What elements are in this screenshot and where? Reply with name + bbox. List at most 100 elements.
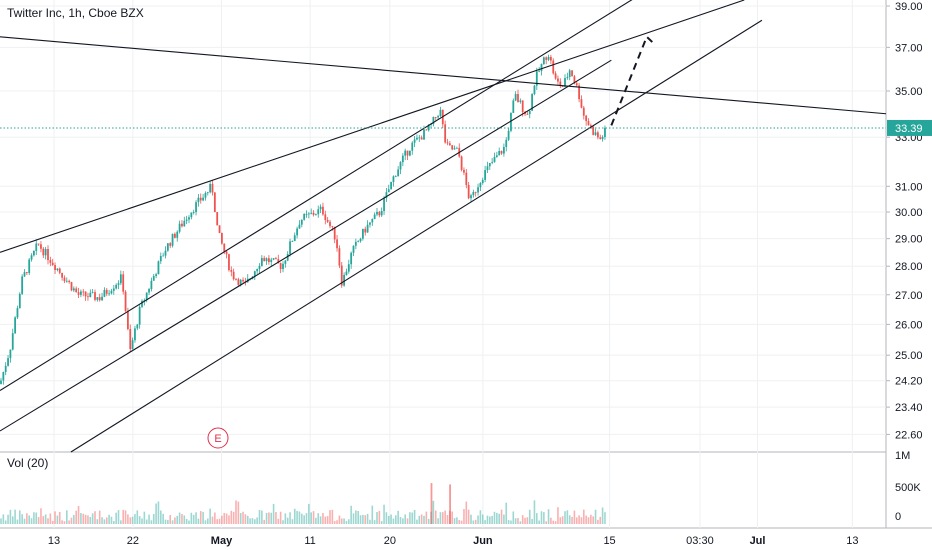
trend-line	[70, 19, 763, 453]
candle-body	[96, 297, 99, 300]
candle-body	[425, 129, 428, 131]
candle-body	[528, 110, 531, 115]
volume-bar	[319, 516, 322, 524]
y-tick-label: 30.00	[895, 207, 923, 219]
candle-body	[503, 146, 505, 154]
volume-bar	[169, 515, 171, 524]
x-tick-label: Jul	[750, 535, 766, 547]
candle-body	[406, 150, 409, 156]
candle-body	[138, 306, 141, 325]
volume-bar	[411, 512, 414, 524]
candle-body	[150, 280, 153, 290]
volume-bar	[197, 518, 200, 524]
candle-body	[58, 268, 61, 273]
candle-body	[465, 172, 468, 186]
volume-bar	[148, 514, 150, 524]
candle-body	[61, 272, 63, 278]
volume-bar	[73, 514, 75, 524]
volume-bar	[289, 512, 291, 524]
y-tick-label: 25.00	[895, 350, 923, 362]
candle-body	[0, 380, 2, 384]
volume-bar	[221, 515, 223, 524]
volume-spike	[449, 484, 451, 524]
candle-body	[127, 311, 129, 330]
candle-body	[380, 210, 383, 216]
volume-bar	[296, 510, 298, 524]
volume-bar	[84, 514, 87, 524]
volume-bar	[369, 519, 371, 524]
candle-body	[343, 274, 345, 286]
y-tick-label: 27.00	[895, 290, 923, 302]
candle-body	[275, 258, 277, 260]
volume-bar	[7, 514, 9, 524]
volume-bar	[80, 513, 82, 524]
volume-bar	[317, 513, 320, 524]
volume-bar	[427, 518, 430, 524]
candle-body	[486, 166, 489, 171]
volume-bar	[265, 512, 268, 524]
volume-tick-label: 1M	[895, 450, 910, 462]
candle-body	[178, 223, 181, 232]
candle-body	[571, 70, 573, 77]
volume-bar	[195, 512, 197, 524]
volume-bar	[14, 509, 16, 524]
candle-body	[152, 276, 155, 281]
candle-body	[63, 277, 66, 282]
volume-bar	[432, 500, 435, 524]
candle-body	[319, 206, 322, 210]
candle-body	[296, 228, 298, 236]
volume-bar	[547, 509, 550, 524]
volume-bar	[70, 517, 73, 524]
volume-bar	[465, 501, 468, 524]
volume-bar	[566, 510, 569, 524]
candle-body	[399, 162, 402, 170]
volume-bar	[406, 518, 409, 524]
volume-bar	[275, 512, 277, 524]
candle-body	[575, 83, 578, 86]
candle-body	[453, 148, 456, 150]
volume-bar	[580, 517, 583, 524]
candle-body	[362, 228, 364, 239]
volume-bar	[277, 518, 280, 524]
volume-bar	[554, 521, 557, 524]
volume-bar	[40, 508, 42, 524]
volume-bar	[517, 518, 519, 524]
volume-bar	[355, 510, 357, 524]
volume-bar	[235, 500, 237, 524]
candle-body	[195, 202, 197, 213]
candle-body	[157, 261, 160, 275]
volume-bar	[239, 512, 242, 524]
volume-bar	[505, 502, 508, 524]
volume-bar	[115, 512, 117, 524]
candle-body	[495, 155, 498, 157]
volume-bar	[486, 515, 489, 524]
candle-body	[467, 185, 470, 199]
trend-line	[0, 59, 612, 432]
candle-body	[185, 219, 188, 221]
candle-body	[42, 248, 45, 256]
volume-bar	[373, 520, 376, 524]
volume-bar	[9, 509, 12, 524]
volume-bar	[550, 517, 552, 524]
volume-bar	[434, 510, 437, 524]
candle-body	[30, 255, 33, 260]
candle-body	[206, 192, 209, 194]
candle-body	[573, 76, 576, 84]
volume-bar	[604, 512, 606, 524]
volume-bar	[350, 505, 352, 524]
candle-body	[392, 176, 395, 183]
candle-body	[463, 169, 465, 173]
candle-body	[542, 57, 545, 65]
volume-bar	[228, 515, 230, 524]
volume-bar	[138, 516, 141, 524]
candle-body	[211, 183, 214, 193]
candle-body	[159, 256, 162, 262]
volume-bar	[216, 519, 218, 524]
volume-bar	[387, 515, 390, 524]
candle-body	[564, 78, 566, 87]
volume-bar	[0, 518, 2, 524]
volume-bar	[404, 514, 406, 524]
volume-bar	[348, 519, 350, 524]
volume-bar	[209, 508, 211, 524]
candle-body	[105, 289, 108, 294]
